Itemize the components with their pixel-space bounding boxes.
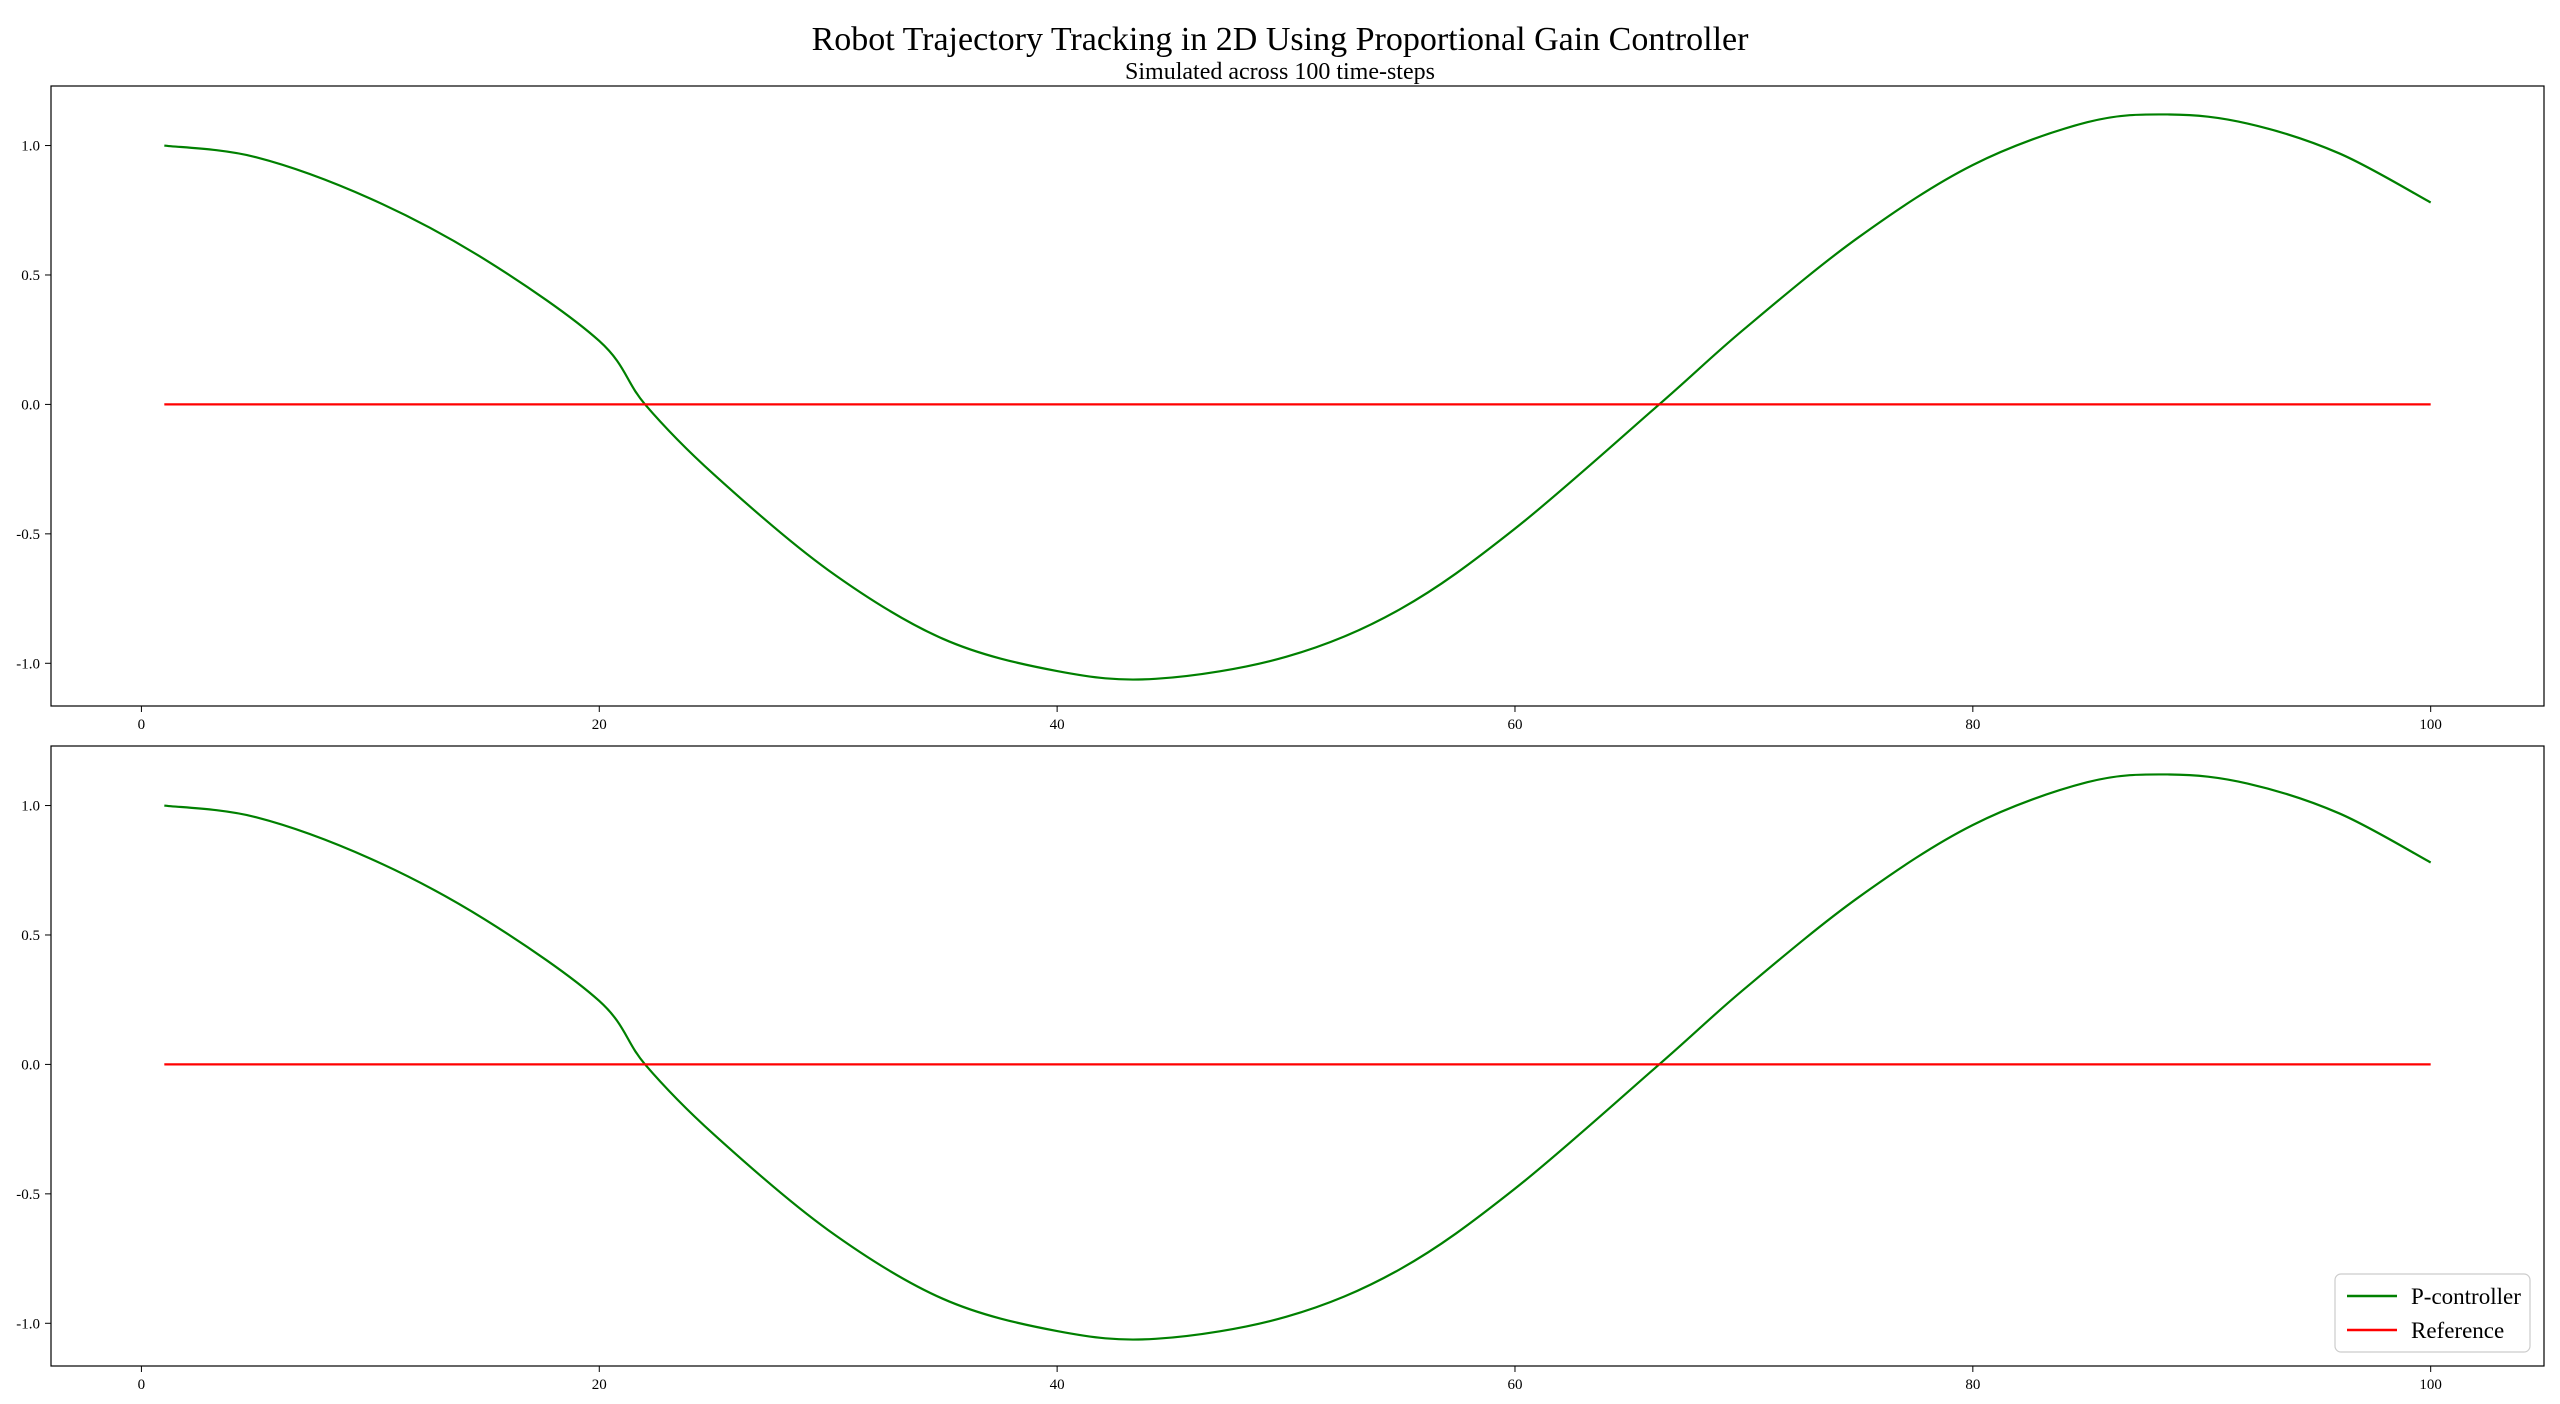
- subplot-2: 0 20 40 60 80 100 1.0 0.5 0.0 -0.5 -1.0 P-controlle…: [16, 745, 2545, 1393]
- axes-frame: [50, 85, 2545, 707]
- y-tick-label: 0.0: [21, 397, 40, 413]
- y-tick-label: -1.0: [16, 656, 40, 672]
- x-tick-label: 80: [1965, 1377, 1980, 1393]
- y-tick-label: -1.0: [16, 1316, 40, 1332]
- y-tick-label: 0.5: [21, 928, 40, 944]
- axes-frame: [50, 745, 2545, 1367]
- y-tick-label: 1.0: [21, 799, 40, 815]
- x-tick-label: 0: [138, 717, 146, 733]
- x-tick-label: 100: [2419, 717, 2442, 733]
- x-tick-label: 40: [1050, 717, 1065, 733]
- x-tick-label: 60: [1507, 717, 1522, 733]
- legend-label-reference: Reference: [2411, 1318, 2504, 1343]
- plot-area: [164, 113, 2432, 681]
- x-tick-label: 20: [592, 1377, 607, 1393]
- panels: 0 20 40 60 80 100 1.0 0.5 0.0 -0.5 -1.0 0 20 40 60 80 10…: [16, 85, 2545, 1393]
- x-tick-label: 80: [1965, 717, 1980, 733]
- chart-subtitle: Simulated across 100 time-steps: [1125, 59, 1435, 85]
- plot-area: [164, 773, 2432, 1341]
- x-tick-label: 0: [138, 1377, 146, 1393]
- x-tick-label: 20: [592, 717, 607, 733]
- x-tick-label: 100: [2419, 1377, 2442, 1393]
- y-tick-label: -0.5: [16, 527, 40, 543]
- legend: P-controller Reference: [2334, 1273, 2531, 1353]
- subplot-1: 0 20 40 60 80 100 1.0 0.5 0.0 -0.5 -1.0: [16, 85, 2545, 733]
- chart-title: Robot Trajectory Tracking in 2D Using Pr…: [812, 21, 1750, 58]
- x-tick-label: 60: [1507, 1377, 1522, 1393]
- series-line-p-controller: [164, 113, 2432, 681]
- y-tick-label: -0.5: [16, 1187, 40, 1203]
- x-tick-label: 40: [1050, 1377, 1065, 1393]
- y-tick-label: 1.0: [21, 139, 40, 155]
- series-line-p-controller: [164, 773, 2432, 1341]
- legend-label-p-controller: P-controller: [2411, 1284, 2521, 1309]
- y-tick-label: 0.5: [21, 268, 40, 284]
- y-tick-label: 0.0: [21, 1057, 40, 1073]
- legend-box: [2334, 1273, 2531, 1353]
